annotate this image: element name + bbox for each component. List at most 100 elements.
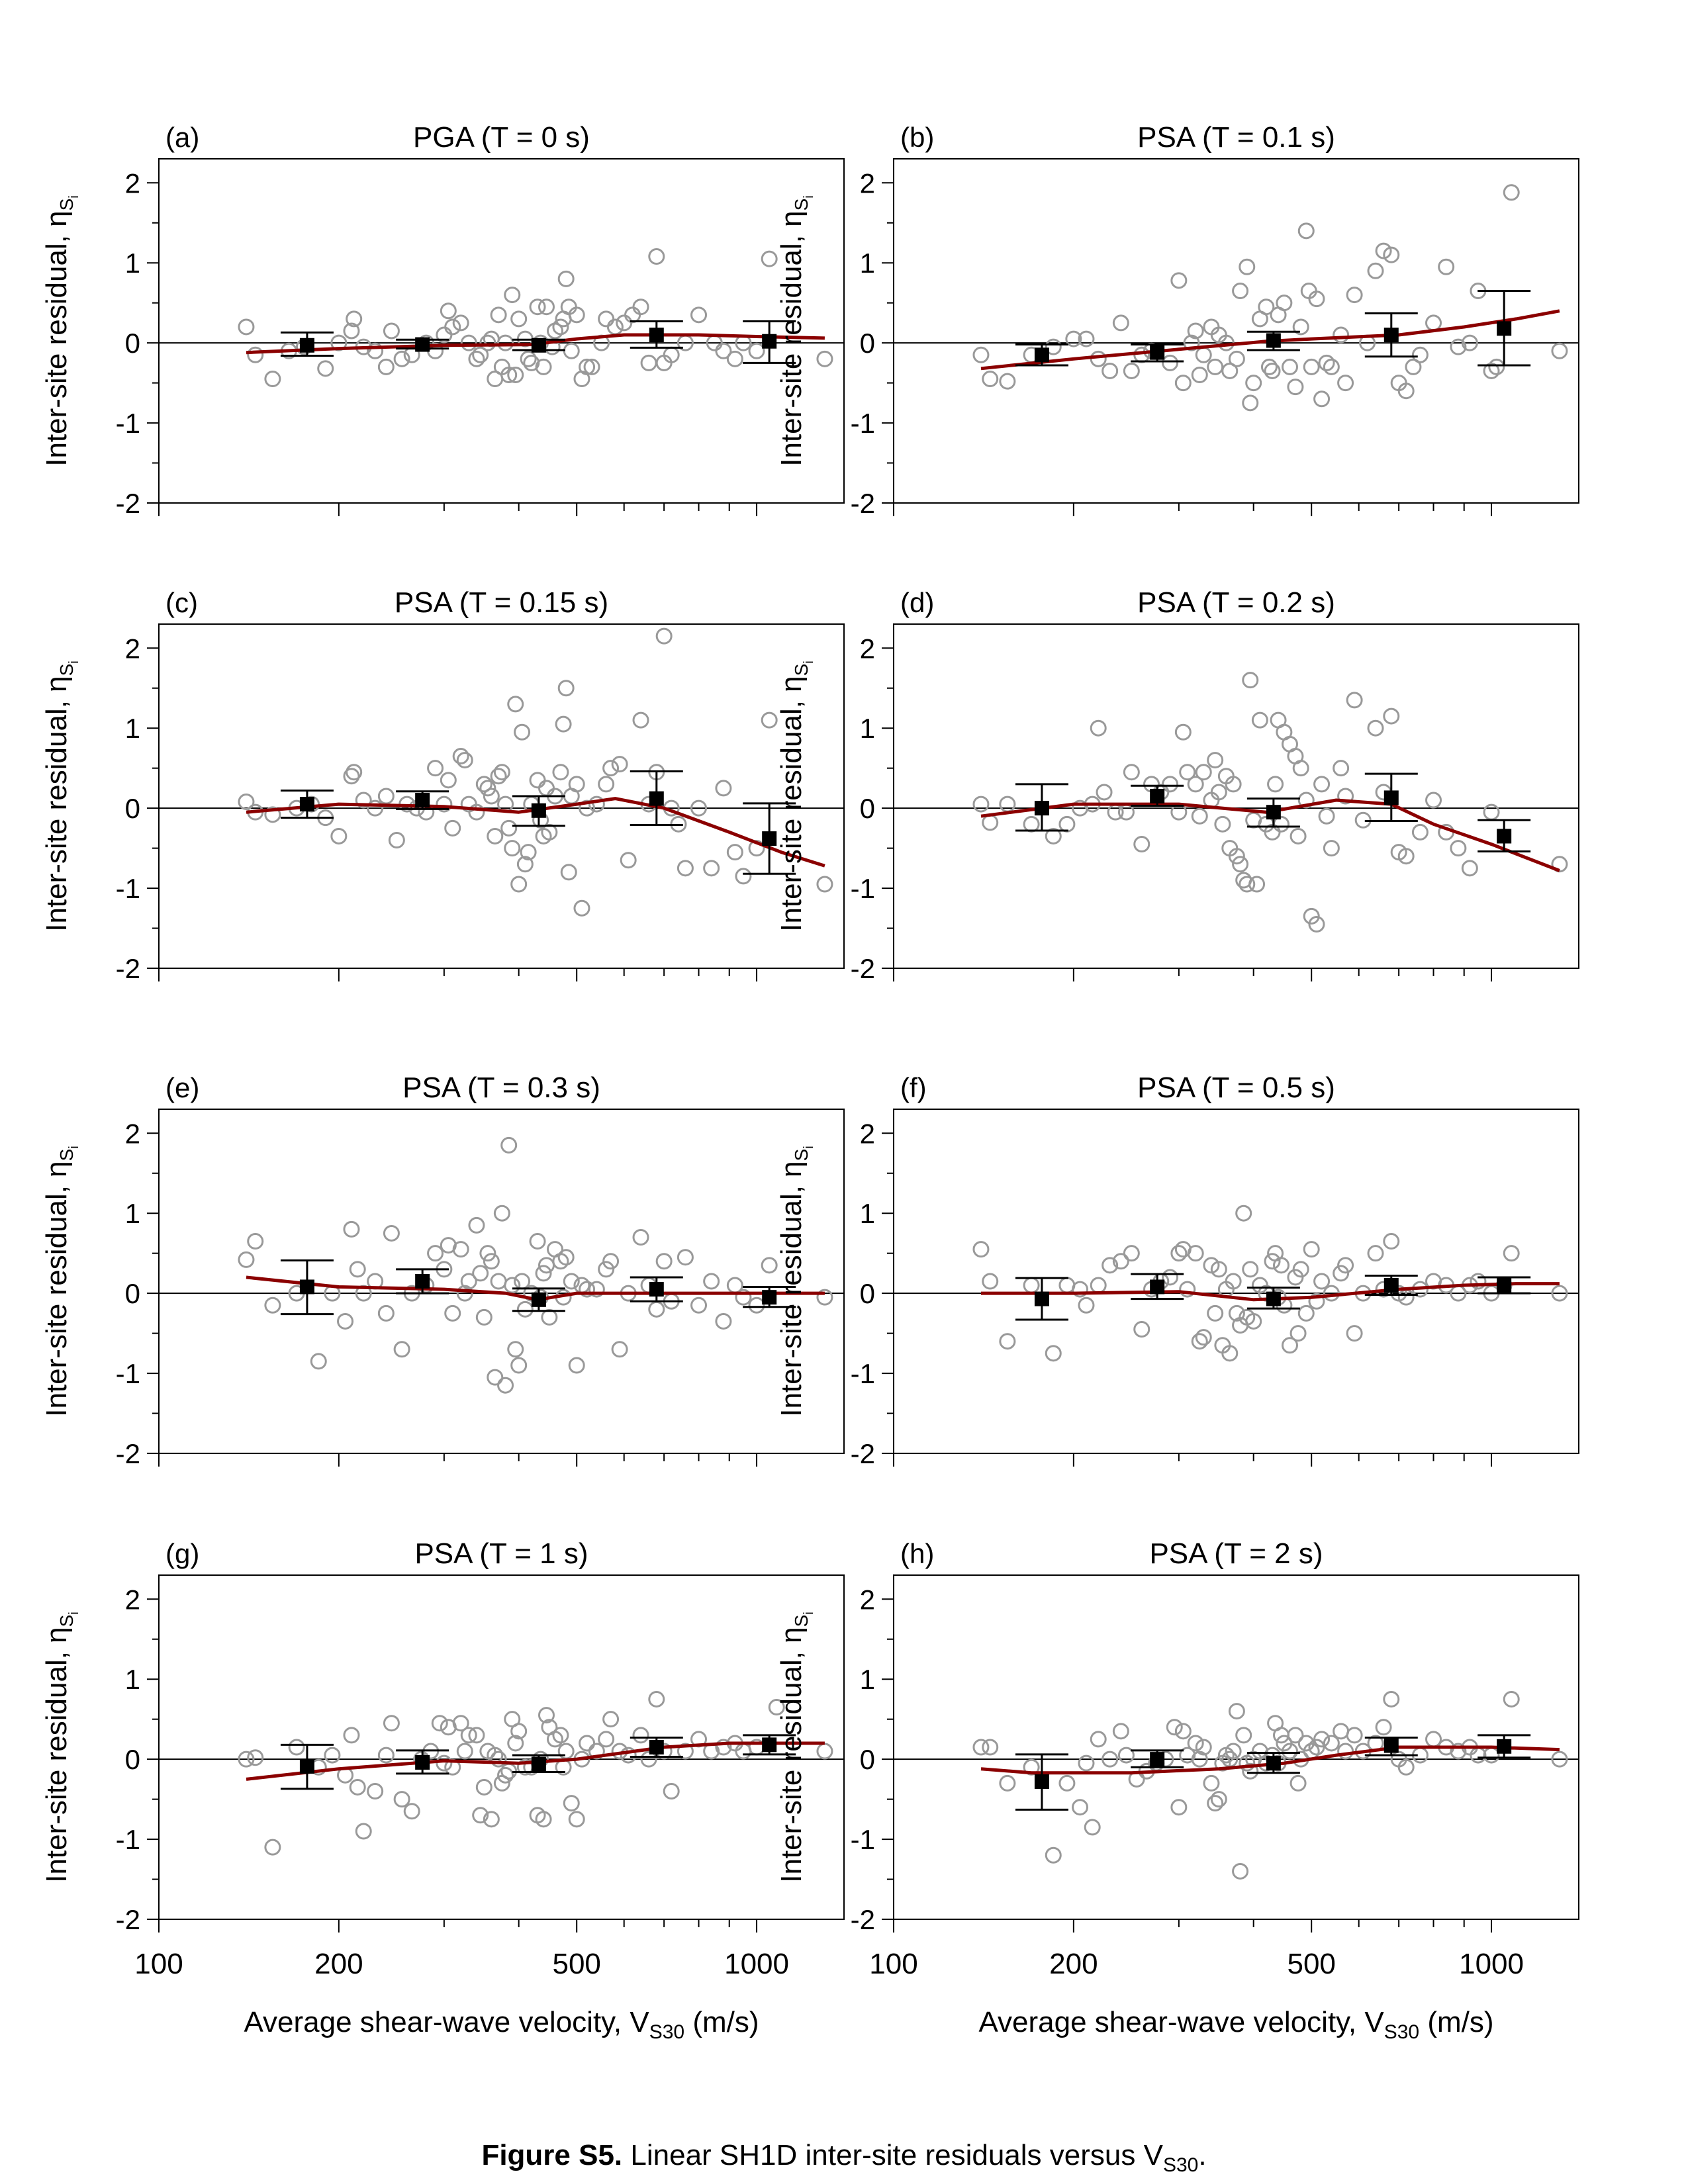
scatter-point (1346, 1727, 1363, 1744)
scatter-point (726, 844, 743, 861)
scatter-point (1102, 362, 1119, 379)
scatter-point (1225, 1273, 1242, 1290)
scatter-point (1405, 358, 1422, 375)
scatter-point (588, 1281, 605, 1298)
scatter-point (1023, 815, 1040, 833)
panel-f: -2 -1 0 1 2 Inter-site residual, ηSi (f) PSA (T… (775, 1071, 1579, 1469)
scatter-point (468, 803, 485, 821)
scatter-point (1267, 776, 1284, 793)
scatter-point (1292, 1261, 1309, 1278)
scatter-point (579, 358, 596, 375)
scatter-point (1318, 354, 1335, 371)
scatter-point (1191, 807, 1208, 825)
scatter-point (761, 1257, 778, 1274)
scatter-point (1045, 827, 1062, 844)
scatter-point (1287, 379, 1304, 396)
scatter-point (1308, 291, 1325, 308)
y-tick-label: 2 (860, 633, 875, 664)
y-tick-label: -1 (116, 873, 140, 904)
scatter-point (1308, 915, 1325, 933)
scatter-point (538, 1707, 555, 1724)
scatter-point (1191, 367, 1208, 384)
y-axis-label: Inter-site residual, ηSi (40, 195, 81, 467)
y-tick-label: 0 (860, 1278, 875, 1309)
scatter-point (1258, 298, 1275, 316)
scatter-point (1313, 776, 1331, 793)
scatter-point (479, 1245, 496, 1262)
scatter-point (1187, 1245, 1204, 1262)
bin-mean-marker (762, 334, 777, 349)
scatter-point (563, 1795, 580, 1812)
scatter-point (1333, 1723, 1350, 1740)
scatter-point (982, 371, 999, 388)
scatter-point (1318, 807, 1335, 825)
scatter-point (1228, 350, 1245, 367)
scatter-point (538, 298, 555, 316)
scatter-point (579, 799, 596, 817)
panel-letter: (g) (165, 1538, 199, 1569)
scatter-point (703, 860, 720, 877)
scatter-point (479, 334, 496, 351)
scatter-point (520, 350, 537, 367)
scatter-point (1551, 342, 1568, 359)
scatter-point (523, 354, 540, 371)
plot-frame (893, 158, 1579, 504)
scatter-point (1210, 1791, 1227, 1808)
bin-mean-marker (415, 793, 430, 808)
x-tick-label: 1000 (1459, 1948, 1524, 1980)
scatter-point (1045, 1846, 1062, 1864)
scatter-point (238, 1751, 255, 1768)
scatter-point (288, 1739, 305, 1756)
scatter-point (516, 1300, 534, 1318)
scatter-point (1090, 1731, 1107, 1748)
scatter-point (1058, 1774, 1076, 1792)
scatter-point (1245, 375, 1262, 392)
scatter-point (507, 696, 524, 713)
x-tick-label: 500 (1287, 1948, 1335, 1980)
scatter-point (475, 1778, 492, 1796)
scatter-point (1170, 272, 1188, 289)
scatter-point (472, 346, 489, 363)
scatter-point (1179, 1281, 1196, 1298)
caption-label: Figure S5. (481, 2139, 623, 2171)
scatter-point (620, 852, 637, 869)
panel-letter: (a) (165, 122, 199, 153)
bin-mean-marker (299, 338, 314, 353)
scatter-point (1411, 823, 1429, 841)
scatter-point (1276, 295, 1293, 312)
scatter-point (1179, 764, 1196, 781)
scatter-point (579, 1735, 596, 1752)
scatter-point (1096, 784, 1113, 801)
scatter-point (598, 1261, 615, 1278)
scatter-point (238, 1251, 255, 1268)
y-tick-label: 0 (860, 793, 875, 824)
scatter-point (583, 358, 600, 375)
bin-mean-marker (299, 1279, 314, 1295)
y-axis-label: Inter-site residual, ηSi (40, 1146, 81, 1417)
y-axis-label: Inter-site residual, ηSi (775, 195, 816, 467)
scatter-point (1272, 1727, 1289, 1744)
scatter-point (490, 1273, 507, 1290)
scatter-point (620, 1747, 637, 1764)
scatter-point (1281, 1337, 1298, 1354)
scatter-point (555, 715, 572, 733)
scatter-point (490, 768, 507, 785)
scatter-point (972, 1241, 990, 1258)
scatter-point (346, 310, 363, 328)
scatter-point (735, 868, 752, 885)
y-tick-label: -1 (851, 873, 875, 904)
bin-mean-marker (1383, 1738, 1399, 1753)
scatter-point (541, 1308, 558, 1326)
scatter-point (1397, 383, 1415, 400)
scatter-point (538, 1257, 555, 1274)
scatter-point (504, 1277, 521, 1294)
scatter-point (483, 1253, 500, 1270)
scatter-point (535, 1811, 552, 1828)
scatter-point (1207, 752, 1224, 769)
scatter-point (735, 1743, 752, 1760)
scatter-point (1375, 1719, 1392, 1736)
y-tick-label: 2 (860, 167, 875, 199)
scatter-point (1045, 1345, 1062, 1362)
scatter-point (403, 1803, 420, 1820)
